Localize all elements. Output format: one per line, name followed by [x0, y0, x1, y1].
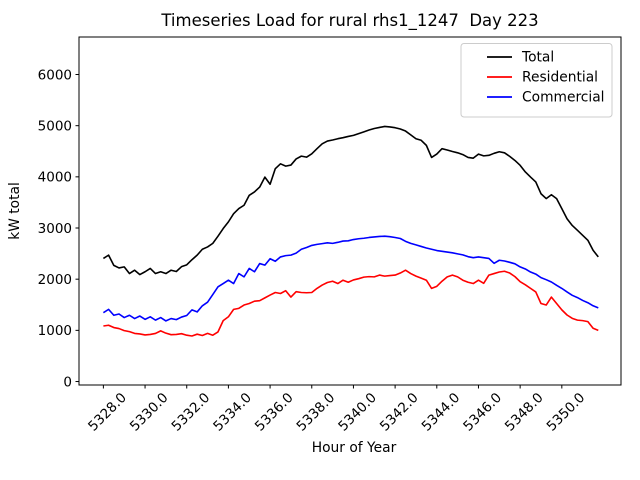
series-lines	[102, 125, 599, 337]
legend-commercial-label: Commercial	[522, 90, 605, 106]
commercial-line	[102, 235, 599, 322]
residential-line	[103, 269, 599, 337]
y-tick-label: 4000	[38, 170, 72, 186]
y-axis-ticks: 0 1000 2000 3000 4000 5000 6000	[38, 67, 79, 390]
y-tick-label: 2000	[38, 272, 72, 288]
y-tick-label: 5000	[38, 118, 72, 134]
chart-title: Timeseries Load for rural rhs1_1247 Day …	[160, 11, 538, 31]
y-tick-label: 1000	[38, 323, 72, 339]
legend: Total Residential Commercial	[460, 43, 613, 118]
y-tick-label: 6000	[38, 67, 72, 83]
legend-frame	[460, 43, 613, 118]
plot-border	[78, 36, 622, 386]
total-line	[102, 125, 599, 276]
legend-residential-label: Residential	[522, 70, 598, 86]
legend-total-label: Total	[521, 50, 554, 66]
x-axis-label: Hour of Year	[312, 440, 397, 456]
y-axis-label: kW total	[7, 182, 23, 240]
y-tick-label: 3000	[38, 221, 72, 237]
y-tick-label: 0	[63, 374, 72, 390]
